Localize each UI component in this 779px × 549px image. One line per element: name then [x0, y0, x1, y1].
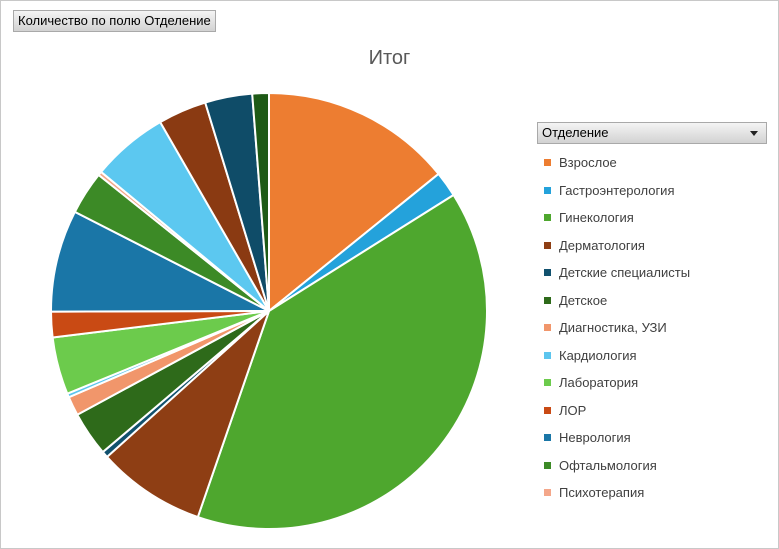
pie-slice-10[interactable]	[49, 210, 270, 313]
legend-item: Кардиология	[537, 342, 767, 370]
legend-label: Кардиология	[559, 347, 637, 363]
legend-swatch	[544, 351, 551, 359]
legend-label: Гастроэнтерология	[559, 182, 675, 198]
legend-swatch	[544, 434, 551, 442]
pie-slice-2[interactable]	[196, 193, 488, 531]
pie-slice-3[interactable]	[106, 310, 270, 519]
legend-swatch	[544, 379, 551, 387]
legend-label: Неврология	[559, 430, 631, 446]
dropdown-arrow-icon	[750, 131, 758, 136]
legend-label: Психотерапия	[559, 485, 645, 501]
legend-items: Взрослое Гастроэнтерология Гинекология Дерм…	[537, 149, 767, 507]
legend-label: Детское	[559, 292, 608, 308]
legend-item: ЛОР	[537, 397, 767, 425]
legend-item: Дерматология	[537, 232, 767, 260]
pie-slice-0[interactable]	[268, 92, 440, 312]
legend-item: Гастроэнтерология	[537, 177, 767, 205]
legend-item: Гинекология	[537, 204, 767, 232]
chart-title: Итог	[368, 47, 411, 69]
legend-swatch	[544, 159, 551, 167]
legend-label: Дерматология	[559, 237, 645, 253]
legend-item: Психотерапия	[537, 479, 767, 507]
legend-swatch	[544, 296, 551, 304]
legend-filter-button[interactable]: Отделение	[537, 122, 767, 144]
legend-item: Детское	[537, 287, 767, 315]
legend-swatch	[544, 489, 551, 497]
legend-swatch	[544, 406, 551, 414]
pie-slice-16[interactable]	[251, 92, 270, 312]
legend-swatch	[544, 214, 551, 222]
legend-item: Детские специалисты	[537, 259, 767, 287]
legend-header-label: Отделение	[542, 125, 609, 140]
legend-item: Взрослое	[537, 149, 767, 177]
legend-item: Офтальмология	[537, 452, 767, 480]
legend-label: Лаборатория	[559, 375, 639, 391]
legend-label: ЛОР	[559, 402, 587, 418]
legend: Отделение Взрослое Гастроэнтерология Гинек…	[537, 122, 767, 507]
legend-swatch	[544, 241, 551, 249]
legend-swatch	[544, 269, 551, 277]
legend-item: Диагностика, УЗИ	[537, 314, 767, 342]
legend-swatch	[544, 461, 551, 469]
legend-swatch	[544, 324, 551, 332]
field-button[interactable]: Количество по полю Отделение	[13, 10, 216, 32]
legend-swatch	[544, 186, 551, 194]
legend-item: Неврология	[537, 424, 767, 452]
legend-item: Лаборатория	[537, 369, 767, 397]
legend-label: Детские специалисты	[559, 265, 691, 281]
legend-label: Офтальмология	[559, 457, 657, 473]
legend-label: Гинекология	[559, 210, 634, 226]
legend-label: Взрослое	[559, 155, 617, 171]
legend-label: Диагностика, УЗИ	[559, 320, 667, 336]
